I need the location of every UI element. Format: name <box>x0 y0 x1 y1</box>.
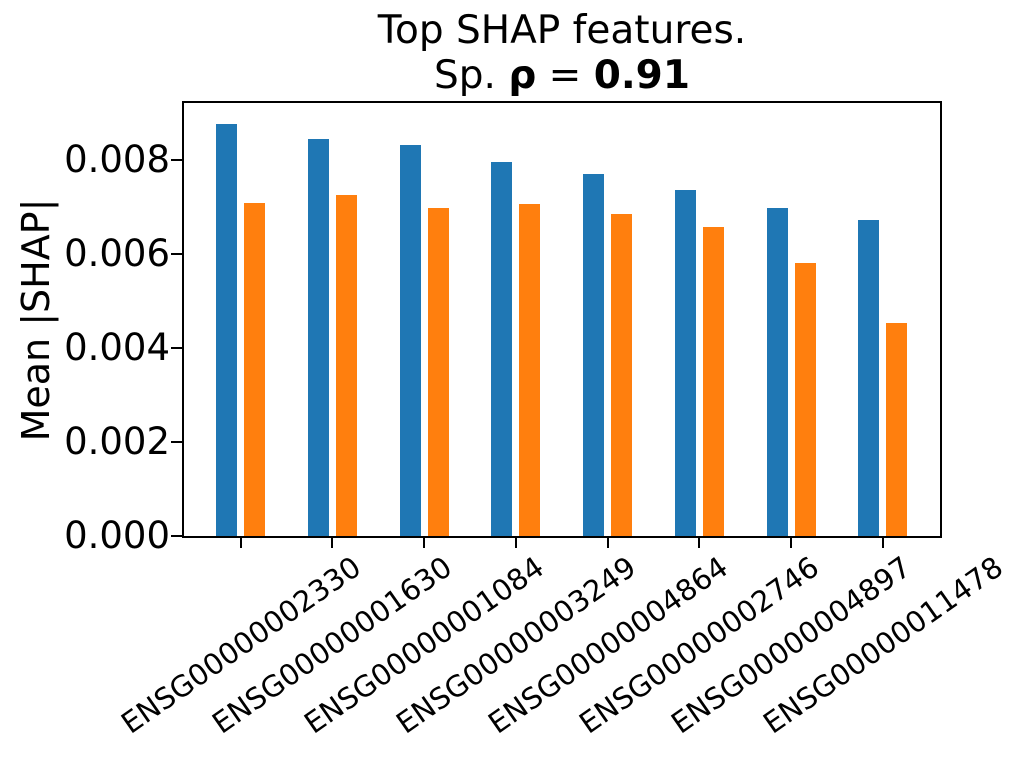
y-tick-mark <box>171 159 182 162</box>
chart-title-line1: Top SHAP features. <box>377 8 747 53</box>
bar <box>583 173 605 536</box>
bar <box>335 194 357 536</box>
bar <box>702 227 724 536</box>
bar <box>674 189 696 536</box>
x-tick-mark <box>698 537 701 548</box>
bar <box>766 207 788 536</box>
bar <box>399 145 421 536</box>
rho-value: 0.91 <box>593 53 690 98</box>
bar <box>427 208 449 536</box>
y-tick-label: 0.006 <box>64 232 170 276</box>
x-tick-mark <box>239 537 242 548</box>
rho-symbol: ρ <box>508 53 537 98</box>
y-tick-mark <box>171 535 182 537</box>
y-tick-label: 0.000 <box>64 514 170 557</box>
bar <box>519 203 541 536</box>
x-tick-mark <box>881 537 884 548</box>
bar <box>491 161 513 536</box>
bar <box>794 262 816 536</box>
bar <box>611 214 633 536</box>
bar <box>216 123 238 536</box>
y-tick-mark <box>171 253 182 256</box>
y-tick-mark <box>171 441 182 444</box>
x-tick-mark <box>423 537 426 548</box>
y-tick-label: 0.008 <box>64 138 170 182</box>
chart-title-line2: Sp. ρ = 0.91 <box>434 53 690 98</box>
plot-area-frame <box>182 101 942 538</box>
bar <box>886 323 908 536</box>
x-tick-mark <box>790 537 793 548</box>
x-tick-mark <box>331 537 334 548</box>
chart-title: Top SHAP features. Sp. ρ = 0.91 <box>182 8 942 98</box>
bar <box>307 138 329 536</box>
x-tick-mark <box>606 537 609 548</box>
bar <box>244 202 266 536</box>
bar <box>858 220 880 536</box>
x-tick-mark <box>514 537 517 548</box>
y-tick-mark <box>171 347 182 350</box>
y-tick-label: 0.004 <box>64 326 170 370</box>
y-tick-label: 0.002 <box>64 420 170 464</box>
